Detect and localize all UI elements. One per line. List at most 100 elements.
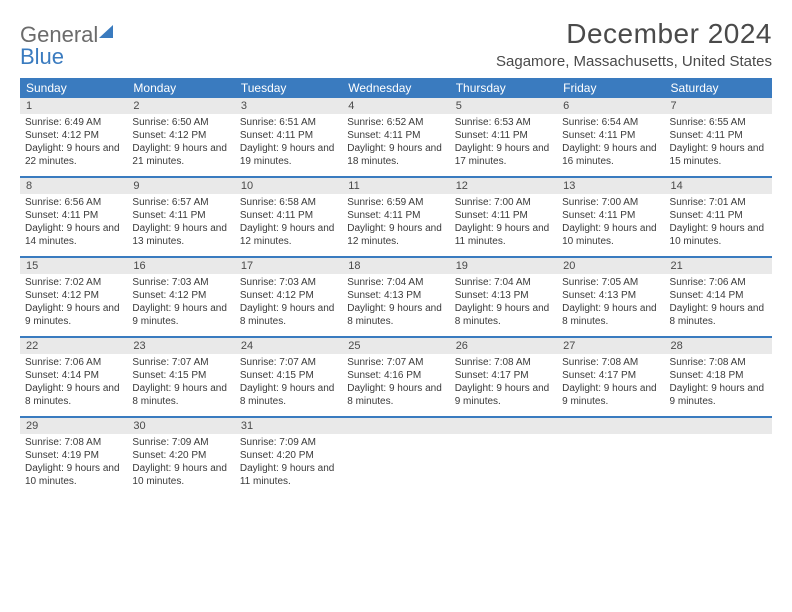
day-body: Sunrise: 7:09 AMSunset: 4:20 PMDaylight:… [235, 434, 342, 492]
sunset-text: Sunset: 4:11 PM [562, 129, 659, 142]
day-body: Sunrise: 7:02 AMSunset: 4:12 PMDaylight:… [20, 274, 127, 332]
day-number: 29 [20, 418, 127, 434]
daylight-text: Daylight: 9 hours and 9 minutes. [25, 302, 122, 328]
day-number: 28 [665, 338, 772, 354]
day-header-mon: Monday [127, 78, 234, 98]
sunrise-text: Sunrise: 6:55 AM [670, 116, 767, 129]
sunrise-text: Sunrise: 7:00 AM [455, 196, 552, 209]
day-body: Sunrise: 6:57 AMSunset: 4:11 PMDaylight:… [127, 194, 234, 252]
day-cell: 20Sunrise: 7:05 AMSunset: 4:13 PMDayligh… [557, 258, 664, 336]
day-cell: 25Sunrise: 7:07 AMSunset: 4:16 PMDayligh… [342, 338, 449, 416]
day-number [557, 418, 664, 434]
day-cell: 16Sunrise: 7:03 AMSunset: 4:12 PMDayligh… [127, 258, 234, 336]
sunrise-text: Sunrise: 7:04 AM [347, 276, 444, 289]
daylight-text: Daylight: 9 hours and 8 minutes. [240, 302, 337, 328]
week-row: 8Sunrise: 6:56 AMSunset: 4:11 PMDaylight… [20, 178, 772, 258]
sunset-text: Sunset: 4:11 PM [240, 129, 337, 142]
week-row: 15Sunrise: 7:02 AMSunset: 4:12 PMDayligh… [20, 258, 772, 338]
day-number: 21 [665, 258, 772, 274]
day-body: Sunrise: 7:05 AMSunset: 4:13 PMDaylight:… [557, 274, 664, 332]
sunrise-text: Sunrise: 6:53 AM [455, 116, 552, 129]
day-number [665, 418, 772, 434]
sunrise-text: Sunrise: 6:54 AM [562, 116, 659, 129]
sunrise-text: Sunrise: 7:09 AM [132, 436, 229, 449]
daylight-text: Daylight: 9 hours and 9 minutes. [562, 382, 659, 408]
day-cell [557, 418, 664, 496]
day-number [450, 418, 557, 434]
day-cell: 19Sunrise: 7:04 AMSunset: 4:13 PMDayligh… [450, 258, 557, 336]
sunrise-text: Sunrise: 6:59 AM [347, 196, 444, 209]
daylight-text: Daylight: 9 hours and 10 minutes. [562, 222, 659, 248]
sunrise-text: Sunrise: 7:08 AM [455, 356, 552, 369]
day-cell: 18Sunrise: 7:04 AMSunset: 4:13 PMDayligh… [342, 258, 449, 336]
day-body: Sunrise: 7:08 AMSunset: 4:19 PMDaylight:… [20, 434, 127, 492]
daylight-text: Daylight: 9 hours and 9 minutes. [455, 382, 552, 408]
header: General December 2024 Sagamore, Massachu… [20, 18, 772, 70]
day-body: Sunrise: 7:01 AMSunset: 4:11 PMDaylight:… [665, 194, 772, 252]
sunrise-text: Sunrise: 7:08 AM [562, 356, 659, 369]
sunrise-text: Sunrise: 7:06 AM [670, 276, 767, 289]
daylight-text: Daylight: 9 hours and 8 minutes. [455, 302, 552, 328]
sunset-text: Sunset: 4:12 PM [132, 129, 229, 142]
day-body: Sunrise: 6:55 AMSunset: 4:11 PMDaylight:… [665, 114, 772, 172]
sunrise-text: Sunrise: 7:08 AM [670, 356, 767, 369]
day-cell: 26Sunrise: 7:08 AMSunset: 4:17 PMDayligh… [450, 338, 557, 416]
daylight-text: Daylight: 9 hours and 13 minutes. [132, 222, 229, 248]
day-number [342, 418, 449, 434]
day-body: Sunrise: 7:09 AMSunset: 4:20 PMDaylight:… [127, 434, 234, 492]
sunrise-text: Sunrise: 7:06 AM [25, 356, 122, 369]
daylight-text: Daylight: 9 hours and 10 minutes. [670, 222, 767, 248]
day-body: Sunrise: 7:07 AMSunset: 4:15 PMDaylight:… [127, 354, 234, 412]
day-body: Sunrise: 7:08 AMSunset: 4:17 PMDaylight:… [450, 354, 557, 412]
sunrise-text: Sunrise: 6:58 AM [240, 196, 337, 209]
week-row: 22Sunrise: 7:06 AMSunset: 4:14 PMDayligh… [20, 338, 772, 418]
sunset-text: Sunset: 4:11 PM [347, 129, 444, 142]
sunrise-text: Sunrise: 7:02 AM [25, 276, 122, 289]
day-cell: 13Sunrise: 7:00 AMSunset: 4:11 PMDayligh… [557, 178, 664, 256]
day-header-thu: Thursday [450, 78, 557, 98]
day-cell: 1Sunrise: 6:49 AMSunset: 4:12 PMDaylight… [20, 98, 127, 176]
day-number: 12 [450, 178, 557, 194]
day-body: Sunrise: 6:52 AMSunset: 4:11 PMDaylight:… [342, 114, 449, 172]
sunset-text: Sunset: 4:11 PM [670, 209, 767, 222]
day-cell: 27Sunrise: 7:08 AMSunset: 4:17 PMDayligh… [557, 338, 664, 416]
day-cell: 23Sunrise: 7:07 AMSunset: 4:15 PMDayligh… [127, 338, 234, 416]
day-body: Sunrise: 7:06 AMSunset: 4:14 PMDaylight:… [20, 354, 127, 412]
day-body: Sunrise: 7:07 AMSunset: 4:15 PMDaylight:… [235, 354, 342, 412]
daylight-text: Daylight: 9 hours and 11 minutes. [240, 462, 337, 488]
sunset-text: Sunset: 4:11 PM [670, 129, 767, 142]
day-cell: 29Sunrise: 7:08 AMSunset: 4:19 PMDayligh… [20, 418, 127, 496]
day-number: 7 [665, 98, 772, 114]
sunrise-text: Sunrise: 6:56 AM [25, 196, 122, 209]
day-number: 15 [20, 258, 127, 274]
day-header-fri: Friday [557, 78, 664, 98]
daylight-text: Daylight: 9 hours and 22 minutes. [25, 142, 122, 168]
day-cell: 4Sunrise: 6:52 AMSunset: 4:11 PMDaylight… [342, 98, 449, 176]
sunset-text: Sunset: 4:13 PM [455, 289, 552, 302]
day-number: 17 [235, 258, 342, 274]
day-body: Sunrise: 6:54 AMSunset: 4:11 PMDaylight:… [557, 114, 664, 172]
sunrise-text: Sunrise: 7:03 AM [132, 276, 229, 289]
sunset-text: Sunset: 4:20 PM [132, 449, 229, 462]
sunset-text: Sunset: 4:14 PM [670, 289, 767, 302]
sunset-text: Sunset: 4:11 PM [562, 209, 659, 222]
sunset-text: Sunset: 4:11 PM [455, 129, 552, 142]
day-cell: 7Sunrise: 6:55 AMSunset: 4:11 PMDaylight… [665, 98, 772, 176]
day-number: 18 [342, 258, 449, 274]
day-cell: 22Sunrise: 7:06 AMSunset: 4:14 PMDayligh… [20, 338, 127, 416]
daylight-text: Daylight: 9 hours and 8 minutes. [240, 382, 337, 408]
day-body: Sunrise: 7:08 AMSunset: 4:17 PMDaylight:… [557, 354, 664, 412]
day-number: 31 [235, 418, 342, 434]
day-header-row: Sunday Monday Tuesday Wednesday Thursday… [20, 78, 772, 98]
day-number: 1 [20, 98, 127, 114]
sunrise-text: Sunrise: 7:00 AM [562, 196, 659, 209]
sunrise-text: Sunrise: 7:04 AM [455, 276, 552, 289]
sunset-text: Sunset: 4:13 PM [562, 289, 659, 302]
sunset-text: Sunset: 4:11 PM [240, 209, 337, 222]
sunrise-text: Sunrise: 7:01 AM [670, 196, 767, 209]
daylight-text: Daylight: 9 hours and 8 minutes. [132, 382, 229, 408]
daylight-text: Daylight: 9 hours and 15 minutes. [670, 142, 767, 168]
sunrise-text: Sunrise: 7:07 AM [240, 356, 337, 369]
day-body: Sunrise: 7:03 AMSunset: 4:12 PMDaylight:… [127, 274, 234, 332]
daylight-text: Daylight: 9 hours and 19 minutes. [240, 142, 337, 168]
